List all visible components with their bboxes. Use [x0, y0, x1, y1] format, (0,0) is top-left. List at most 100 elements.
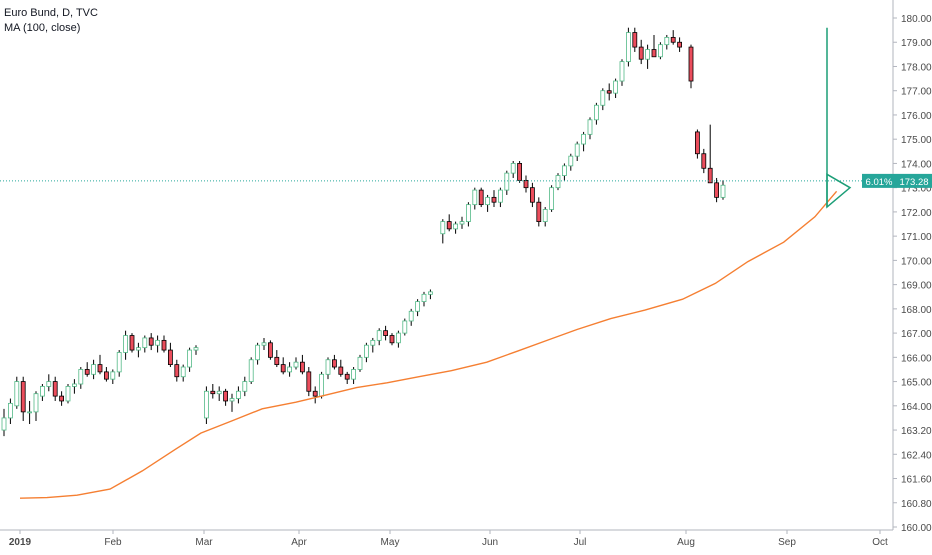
candle-body [504, 172, 510, 191]
candle-body [376, 330, 382, 341]
x-tick-label: Oct [872, 537, 888, 548]
candle-body [325, 359, 331, 375]
candle-body [187, 349, 193, 368]
candle-body [485, 196, 491, 206]
candle-body [306, 371, 312, 392]
y-tick-label: 179.00 [901, 38, 932, 49]
candle-body [267, 342, 273, 358]
legend-symbol[interactable]: Euro Bund, D, TVC [4, 7, 98, 19]
percent-label-box [862, 173, 896, 188]
candle-body [116, 352, 122, 373]
chart-legend: Euro Bund, D, TVC MA (100, close) [4, 6, 98, 36]
candle-body [395, 332, 401, 344]
y-tick-label: 167.00 [901, 329, 932, 340]
candle-body [720, 184, 726, 198]
candle-body [459, 221, 465, 225]
candle-body [701, 153, 707, 169]
candle-body [517, 163, 522, 181]
candle-body [46, 381, 52, 387]
y-tick-label: 162.40 [901, 450, 932, 461]
candle-body [299, 361, 305, 373]
candle-body [677, 41, 682, 48]
candle-body [383, 330, 389, 336]
candle-body [440, 221, 446, 235]
candle-body [14, 381, 20, 407]
y-tick-label: 180.00 [901, 14, 932, 25]
percent-label: 6.01% [866, 177, 893, 188]
price-label-box [896, 173, 932, 188]
candle-body [97, 364, 103, 373]
candle-body [84, 369, 90, 375]
candle-body [129, 335, 135, 351]
candle-body [510, 163, 516, 174]
candle-body [574, 143, 580, 157]
y-tick-label: 172.00 [901, 208, 932, 219]
candle-body [465, 204, 471, 222]
candle-body [421, 293, 427, 302]
candle-body [261, 342, 267, 346]
y-tick-label: 160.00 [901, 523, 932, 534]
y-tick-label: 161.60 [901, 475, 932, 486]
candle-body [229, 398, 235, 402]
x-tick-label: May [381, 537, 400, 548]
candle-body [293, 361, 299, 368]
x-tick-label: Jun [482, 537, 498, 548]
candle-body [174, 364, 180, 378]
x-tick-label: 2019 [9, 537, 32, 548]
candle-body [562, 165, 567, 176]
y-tick-label: 168.00 [901, 305, 932, 316]
candle-body [542, 209, 548, 223]
candle-body [632, 32, 638, 48]
candle-body [27, 411, 33, 414]
candle-body [180, 366, 186, 378]
candle-body [33, 393, 39, 413]
candle-body [104, 371, 109, 380]
candle-body [568, 155, 574, 167]
x-tick-label: Mar [195, 537, 213, 548]
candle-body [72, 383, 77, 387]
y-tick-label: 178.00 [901, 62, 932, 73]
y-tick-label: 173.00 [901, 184, 932, 195]
candle-body [331, 359, 337, 368]
y-tick-label: 177.00 [901, 87, 932, 98]
candle-body [408, 310, 414, 322]
candle-body [123, 335, 128, 353]
candle-body [255, 344, 261, 361]
candle-body [491, 196, 497, 203]
candle-body [223, 390, 229, 402]
y-tick-label: 160.80 [901, 499, 932, 510]
candle-body [370, 339, 376, 346]
candle-body [606, 90, 612, 94]
candle-body [714, 182, 719, 198]
candle-body [40, 386, 45, 397]
candle-body [91, 364, 96, 375]
x-tick-label: Feb [104, 537, 122, 548]
candle-body [651, 49, 657, 58]
legend-indicator[interactable]: MA (100, close) [4, 22, 81, 34]
x-tick-label: Apr [291, 537, 307, 548]
y-tick-label: 174.00 [901, 159, 932, 170]
y-tick-label: 164.00 [901, 402, 932, 413]
candle-body [581, 133, 586, 145]
candle-body [645, 49, 650, 60]
candle-body [312, 390, 318, 397]
candle-body [280, 364, 286, 373]
y-tick-label: 166.00 [901, 353, 932, 364]
candle-body [555, 175, 561, 189]
candle-body [670, 36, 676, 43]
candle-body [536, 201, 542, 222]
candle-body [453, 223, 459, 230]
candle-body [110, 371, 116, 380]
candle-body [626, 32, 631, 63]
drawing-triangle[interactable] [826, 173, 852, 209]
y-tick-label: 176.00 [901, 111, 932, 122]
candle-body [20, 381, 26, 413]
candle-body [688, 46, 694, 82]
candle-body [587, 119, 593, 135]
candle-body [594, 104, 599, 121]
candle-body [497, 189, 503, 203]
candle-body [59, 395, 64, 402]
y-tick-label: 170.00 [901, 256, 932, 267]
